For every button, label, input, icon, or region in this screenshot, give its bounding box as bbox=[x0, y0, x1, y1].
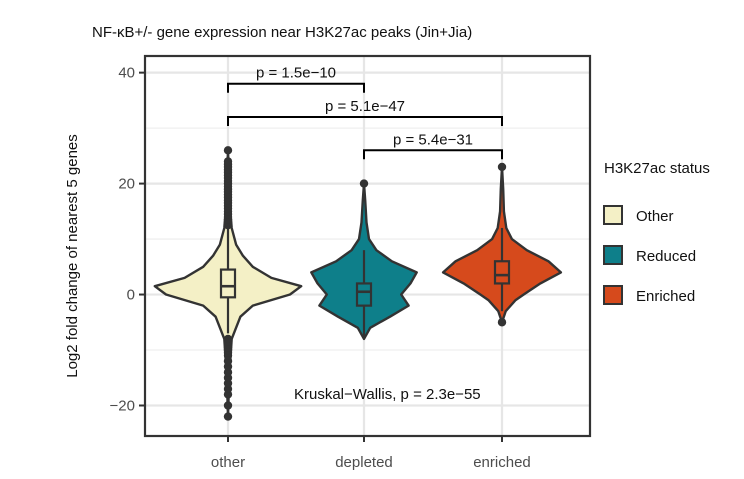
outlier-point bbox=[223, 412, 233, 421]
box-depleted bbox=[355, 282, 373, 307]
comparison-other-enriched: p = 5.1e−47 bbox=[227, 98, 503, 127]
p-value-label: p = 5.4e−31 bbox=[393, 131, 473, 148]
y-axis-label: Log2 fold change of nearest 5 genes bbox=[64, 134, 81, 378]
legend-title: H3K27ac status bbox=[604, 160, 710, 177]
chart-title: NF-κB+/- gene expression near H3K27ac pe… bbox=[92, 24, 472, 41]
comparison-depleted-enriched: p = 5.4e−31 bbox=[363, 131, 503, 160]
p-value-label: p = 5.1e−47 bbox=[325, 98, 405, 115]
axes: −20 0 20 40 other depleted enriched bbox=[110, 54, 592, 471]
legend-swatch bbox=[603, 285, 623, 305]
violin-group-other bbox=[153, 146, 303, 421]
bracket-line bbox=[363, 149, 503, 160]
outlier-point bbox=[223, 146, 233, 155]
violin-group-enriched bbox=[441, 162, 563, 327]
legend: H3K27ac status Other Reduced Enriched bbox=[603, 160, 710, 305]
box-enriched bbox=[493, 260, 511, 285]
legend-label: Enriched bbox=[636, 288, 695, 305]
violins bbox=[153, 146, 563, 421]
outlier-point bbox=[223, 401, 233, 410]
y-tick-label: 20 bbox=[118, 176, 135, 193]
y-tick-label: 0 bbox=[127, 287, 135, 304]
legend-entry-enriched: Enriched bbox=[603, 285, 695, 305]
bracket-line bbox=[227, 82, 365, 93]
x-tick-label: depleted bbox=[335, 454, 393, 471]
x-tick-label: enriched bbox=[473, 454, 531, 471]
p-value-label: p = 1.5e−10 bbox=[256, 65, 336, 82]
comparison-other-depleted: p = 1.5e−10 bbox=[227, 65, 365, 93]
legend-entry-reduced: Reduced bbox=[603, 245, 696, 265]
legend-swatch bbox=[603, 245, 623, 265]
comparison-brackets: p = 1.5e−10 p = 5.1e−47 p = 5.4e−31 bbox=[227, 65, 503, 160]
kruskal-wallis-annotation: Kruskal−Wallis, p = 2.3e−55 bbox=[294, 386, 481, 403]
outlier-point bbox=[497, 318, 507, 327]
legend-swatch bbox=[603, 205, 623, 225]
bracket-line bbox=[227, 116, 503, 127]
outlier-point bbox=[223, 334, 233, 344]
x-tick-label: other bbox=[211, 454, 245, 471]
plot-border bbox=[143, 54, 592, 438]
legend-label: Reduced bbox=[636, 248, 696, 265]
y-tick-label: 40 bbox=[118, 65, 135, 82]
outlier-point bbox=[359, 179, 369, 188]
outlier-point bbox=[223, 157, 233, 166]
legend-label: Other bbox=[636, 208, 674, 225]
outlier-point bbox=[497, 162, 507, 172]
box-other bbox=[219, 268, 237, 299]
legend-entry-other: Other bbox=[603, 205, 674, 225]
y-tick-label: −20 bbox=[110, 397, 135, 414]
violin-group-depleted bbox=[310, 179, 418, 341]
